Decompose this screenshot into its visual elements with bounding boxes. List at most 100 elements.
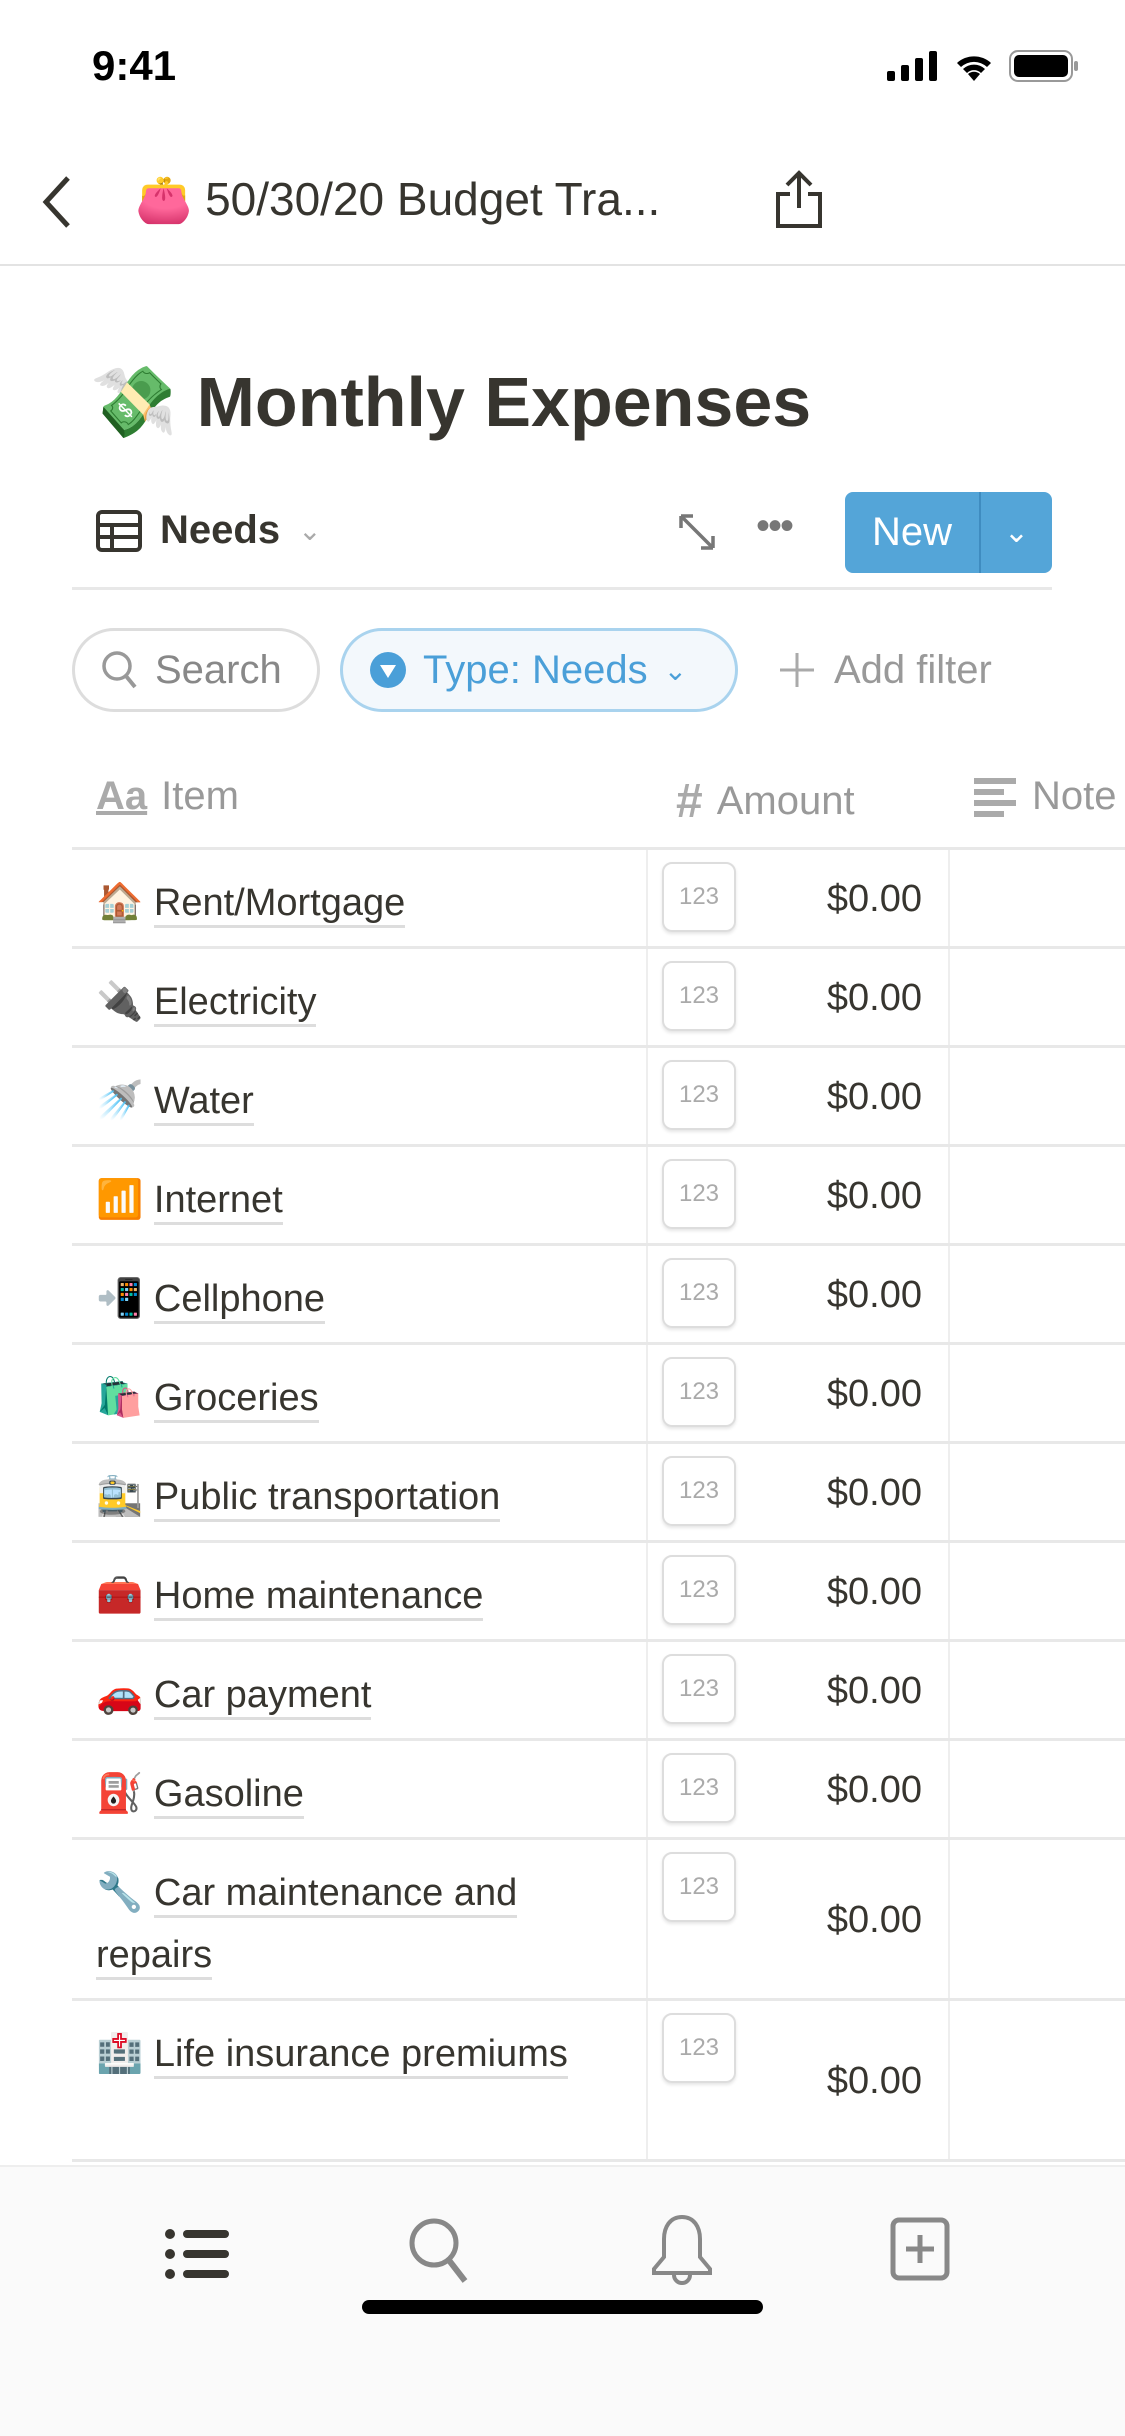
- note-cell[interactable]: [950, 1444, 1125, 1540]
- table-row[interactable]: 🚿 Water 123 $0.00: [72, 1048, 1125, 1147]
- item-cell[interactable]: 🏥 Life insurance premiums: [72, 2001, 648, 2159]
- amount-cell[interactable]: 123 $0.00: [648, 2001, 950, 2159]
- item-cell[interactable]: 🚿 Water: [72, 1048, 648, 1144]
- back-chevron-icon[interactable]: [38, 174, 74, 230]
- amount-cell[interactable]: 123 $0.00: [648, 1246, 950, 1342]
- table-row[interactable]: 🏠 Rent/Mortgage 123 $0.00: [72, 850, 1125, 949]
- number-format-badge[interactable]: 123: [662, 1852, 736, 1922]
- amount-cell[interactable]: 123 $0.00: [648, 1543, 950, 1639]
- item-name[interactable]: Rent/Mortgage: [153, 882, 406, 928]
- number-format-badge[interactable]: 123: [662, 1654, 736, 1724]
- amount-value: $0.00: [826, 1273, 922, 1316]
- item-name[interactable]: Water: [153, 1080, 254, 1126]
- column-label: Item: [161, 774, 239, 818]
- breadcrumb-title[interactable]: 👛 50/30/20 Budget Tra...: [135, 172, 660, 227]
- number-format-badge[interactable]: 123: [662, 1258, 736, 1328]
- amount-cell[interactable]: 123 $0.00: [648, 1345, 950, 1441]
- view-selector[interactable]: Needs ⌄: [96, 508, 322, 553]
- item-cell[interactable]: 🛍️ Groceries: [72, 1345, 648, 1441]
- number-format-badge[interactable]: 123: [662, 1753, 736, 1823]
- item-name[interactable]: Public transportation: [153, 1476, 501, 1522]
- amount-cell[interactable]: 123 $0.00: [648, 1642, 950, 1738]
- item-cell[interactable]: 🏠 Rent/Mortgage: [72, 850, 648, 946]
- amount-cell[interactable]: 123 $0.00: [648, 1048, 950, 1144]
- table-row[interactable]: 🧰 Home maintenance 123 $0.00: [72, 1543, 1125, 1642]
- note-cell[interactable]: [950, 1642, 1125, 1738]
- add-filter-button[interactable]: Add filter: [778, 648, 992, 693]
- share-icon[interactable]: [772, 170, 826, 230]
- wallet-icon: 👛: [135, 173, 193, 225]
- amount-cell[interactable]: 123 $0.00: [648, 949, 950, 1045]
- number-format-badge[interactable]: 123: [662, 1159, 736, 1229]
- new-dropdown-chevron-icon[interactable]: ⌄: [1003, 516, 1030, 549]
- new-button[interactable]: New ⌄: [845, 492, 1052, 573]
- filter-bar: Search Type: Needs ⌄ Add filter: [72, 628, 992, 712]
- item-name[interactable]: Car payment: [153, 1674, 372, 1720]
- amount-cell[interactable]: 123 $0.00: [648, 1444, 950, 1540]
- note-cell[interactable]: [950, 1048, 1125, 1144]
- number-format-badge[interactable]: 123: [662, 1357, 736, 1427]
- item-name[interactable]: Home maintenance: [153, 1575, 484, 1621]
- table-row[interactable]: 🛍️ Groceries 123 $0.00: [72, 1345, 1125, 1444]
- amount-cell[interactable]: 123 $0.00: [648, 1741, 950, 1837]
- amount-cell[interactable]: 123 $0.00: [648, 1840, 950, 1998]
- note-cell[interactable]: [950, 850, 1125, 946]
- number-format-badge[interactable]: 123: [662, 862, 736, 932]
- battery-icon: [1009, 50, 1078, 82]
- search-button[interactable]: Search: [72, 628, 320, 712]
- item-name[interactable]: Groceries: [153, 1377, 319, 1423]
- amount-cell[interactable]: 123 $0.00: [648, 850, 950, 946]
- item-cell[interactable]: 🚗 Car payment: [72, 1642, 648, 1738]
- number-format-badge[interactable]: 123: [662, 961, 736, 1031]
- column-header-note[interactable]: Note: [974, 774, 1117, 819]
- column-header-amount[interactable]: # Amount: [676, 774, 855, 829]
- item-cell[interactable]: 📶 Internet: [72, 1147, 648, 1243]
- money-icon: 💸: [90, 363, 178, 441]
- home-indicator: [362, 2300, 763, 2314]
- note-cell[interactable]: [950, 1543, 1125, 1639]
- number-format-badge[interactable]: 123: [662, 1456, 736, 1526]
- table-row[interactable]: 🚉 Public transportation 123 $0.00: [72, 1444, 1125, 1543]
- table-row[interactable]: 🔧 Car maintenance and repairs 123 $0.00: [72, 1840, 1125, 2001]
- note-cell[interactable]: [950, 949, 1125, 1045]
- note-cell[interactable]: [950, 1246, 1125, 1342]
- database-toolbar: Needs ⌄ ••• New ⌄: [72, 490, 1052, 590]
- search-icon[interactable]: [408, 2217, 478, 2287]
- table-row[interactable]: ⛽ Gasoline 123 $0.00: [72, 1741, 1125, 1840]
- note-cell[interactable]: [950, 1345, 1125, 1441]
- type-filter-chip[interactable]: Type: Needs ⌄: [340, 628, 738, 712]
- table-row[interactable]: 📶 Internet 123 $0.00: [72, 1147, 1125, 1246]
- column-header-item[interactable]: Aa Item: [96, 774, 239, 819]
- more-icon[interactable]: •••: [756, 504, 794, 548]
- item-name[interactable]: Life insurance premiums: [153, 2033, 568, 2079]
- item-name[interactable]: Cellphone: [153, 1278, 326, 1324]
- item-cell[interactable]: 🧰 Home maintenance: [72, 1543, 648, 1639]
- item-name[interactable]: Gasoline: [153, 1773, 304, 1819]
- item-name[interactable]: Car maintenance and repairs: [96, 1872, 518, 1980]
- note-cell[interactable]: [950, 1741, 1125, 1837]
- item-cell[interactable]: 📲 Cellphone: [72, 1246, 648, 1342]
- table-row[interactable]: 🔌 Electricity 123 $0.00: [72, 949, 1125, 1048]
- number-format-badge[interactable]: 123: [662, 2013, 736, 2083]
- item-name[interactable]: Internet: [153, 1179, 283, 1225]
- item-cell[interactable]: 🔌 Electricity: [72, 949, 648, 1045]
- table-row[interactable]: 📲 Cellphone 123 $0.00: [72, 1246, 1125, 1345]
- list-icon[interactable]: [165, 2229, 239, 2279]
- amount-value: $0.00: [826, 1471, 922, 1514]
- note-cell[interactable]: [950, 1840, 1125, 1998]
- number-format-badge[interactable]: 123: [662, 1060, 736, 1130]
- item-cell[interactable]: 🔧 Car maintenance and repairs: [72, 1840, 648, 1998]
- note-cell[interactable]: [950, 2001, 1125, 2159]
- item-cell[interactable]: ⛽ Gasoline: [72, 1741, 648, 1837]
- table-row[interactable]: 🏥 Life insurance premiums 123 $0.00: [72, 2001, 1125, 2162]
- new-page-icon[interactable]: [890, 2217, 952, 2283]
- item-cell[interactable]: 🚉 Public transportation: [72, 1444, 648, 1540]
- table-row[interactable]: 🚗 Car payment 123 $0.00: [72, 1642, 1125, 1741]
- bell-icon[interactable]: [650, 2213, 714, 2289]
- amount-cell[interactable]: 123 $0.00: [648, 1147, 950, 1243]
- number-format-badge[interactable]: 123: [662, 1555, 736, 1625]
- new-button-label[interactable]: New: [845, 492, 981, 573]
- item-name[interactable]: Electricity: [153, 981, 317, 1027]
- note-cell[interactable]: [950, 1147, 1125, 1243]
- expand-icon[interactable]: [677, 512, 717, 552]
